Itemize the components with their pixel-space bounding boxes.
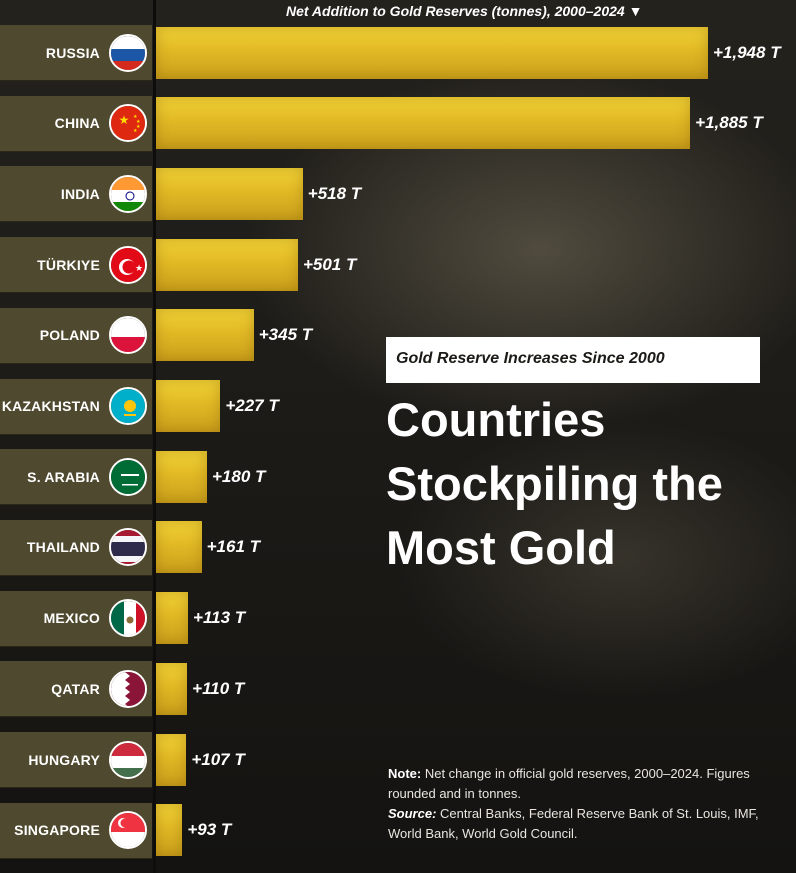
country-label-cell: SINGAPORE [0, 802, 152, 859]
china-flag-icon: ★ ★ ★ ★ ★ [109, 104, 147, 143]
bar-value-label: +93 T [187, 820, 232, 840]
thailand-flag-icon [109, 528, 147, 567]
source-label: Source: [388, 806, 437, 821]
country-label: HUNGARY [28, 751, 100, 768]
country-label-cell: RUSSIA [0, 25, 152, 81]
country-label: CHINA [54, 115, 100, 132]
svg-text:★: ★ [119, 113, 130, 127]
country-label-cell: INDIA [0, 166, 152, 223]
bar-value-label: +345 T [258, 325, 313, 345]
source-text: Central Banks, Federal Reserve Bank of S… [388, 806, 759, 841]
axis-line [153, 0, 156, 873]
country-label-cell: KAZAKHSTAN [0, 378, 152, 435]
bar [156, 592, 189, 645]
country-label: TÜRKIYE [37, 256, 100, 273]
mexico-flag-icon [109, 599, 147, 638]
bar-value-label: +107 T [191, 749, 245, 769]
bar [156, 309, 254, 362]
subtitle: Gold Reserve Increases Since 2000 [396, 350, 665, 367]
svg-text:★: ★ [136, 119, 141, 125]
country-label: INDIA [60, 185, 100, 202]
bar-value-label: +110 T [192, 678, 245, 698]
country-label: QATAR [51, 680, 100, 697]
country-label-cell: QATAR [0, 661, 152, 718]
headline: Countries Stockpiling the Most Gold [386, 393, 723, 574]
bar [156, 26, 708, 79]
bar [156, 804, 183, 857]
country-label-cell: S. ARABIA [0, 449, 152, 506]
note-block: Note: Net change in official gold reserv… [388, 764, 788, 844]
axis-title: Net Addition to Gold Reserves (tonnes), … [286, 3, 643, 19]
bar [156, 97, 691, 150]
singapore-flag-icon [109, 811, 147, 850]
poland-flag-icon [109, 316, 147, 355]
subtitle-banner: Gold Reserve Increases Since 2000 [386, 337, 760, 383]
bar-value-label: +227 T [225, 396, 279, 415]
country-label: POLAND [39, 327, 100, 344]
svg-text:★: ★ [135, 263, 143, 273]
country-label-cell: TÜRKIYE ★ [0, 237, 152, 294]
note-label: Note: [388, 766, 422, 781]
country-label-cell: CHINA ★ ★ ★ ★ ★ [0, 95, 152, 152]
kazakhstan-flag-icon [109, 387, 147, 425]
bar-value-label: +161 T [206, 537, 261, 557]
bar [156, 238, 298, 291]
bar-value-label: +113 T [193, 608, 246, 628]
country-label: RUSSIA [45, 44, 100, 61]
bar [156, 450, 207, 503]
hungary-flag-icon [109, 740, 147, 779]
bar-value-label: +518 T [307, 183, 362, 203]
country-label: MEXICO [43, 610, 100, 627]
turkey-flag-icon: ★ [109, 245, 147, 284]
country-label-cell: POLAND [0, 307, 152, 364]
india-flag-icon [109, 174, 147, 213]
country-label-cell: HUNGARY [0, 732, 152, 788]
bar [156, 167, 303, 220]
country-label: KAZAKHSTAN [1, 398, 100, 414]
bar-value-label: +1,948 T [713, 42, 781, 62]
country-label: THAILAND [26, 539, 100, 556]
bar [156, 521, 202, 574]
svg-text:★: ★ [136, 124, 141, 130]
svg-text:★: ★ [133, 128, 138, 134]
saudi-arabia-flag-icon [109, 457, 147, 496]
note-text: Net change in official gold reserves, 20… [388, 766, 750, 801]
country-label-cell: MEXICO [0, 590, 152, 647]
qatar-flag-icon [109, 669, 147, 708]
country-label: S. ARABIA [27, 468, 100, 485]
country-label-cell: THAILAND [0, 519, 152, 576]
bar [156, 380, 221, 432]
country-label: SINGAPORE [14, 822, 100, 839]
bar-value-label: +501 T [302, 254, 357, 274]
bar [156, 662, 188, 715]
bar-value-label: +1,885 T [695, 113, 763, 133]
svg-text:★: ★ [133, 114, 138, 120]
bar-value-label: +180 T [212, 466, 266, 486]
bar [156, 733, 187, 786]
russia-flag-icon [109, 33, 147, 72]
